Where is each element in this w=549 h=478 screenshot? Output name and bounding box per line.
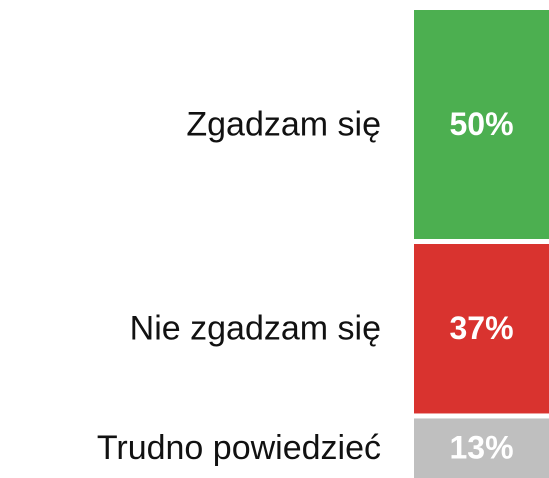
value-label: 37% (449, 310, 513, 346)
value-label: 50% (449, 106, 513, 142)
category-label: Nie zgadzam się (130, 310, 381, 348)
bar-segment (414, 418, 549, 478)
category-label: Zgadzam się (186, 105, 381, 143)
bar-segment (414, 244, 549, 414)
bar-segment (414, 10, 549, 239)
category-label: Trudno powiedzieć (97, 429, 381, 467)
value-label: 13% (449, 430, 513, 466)
